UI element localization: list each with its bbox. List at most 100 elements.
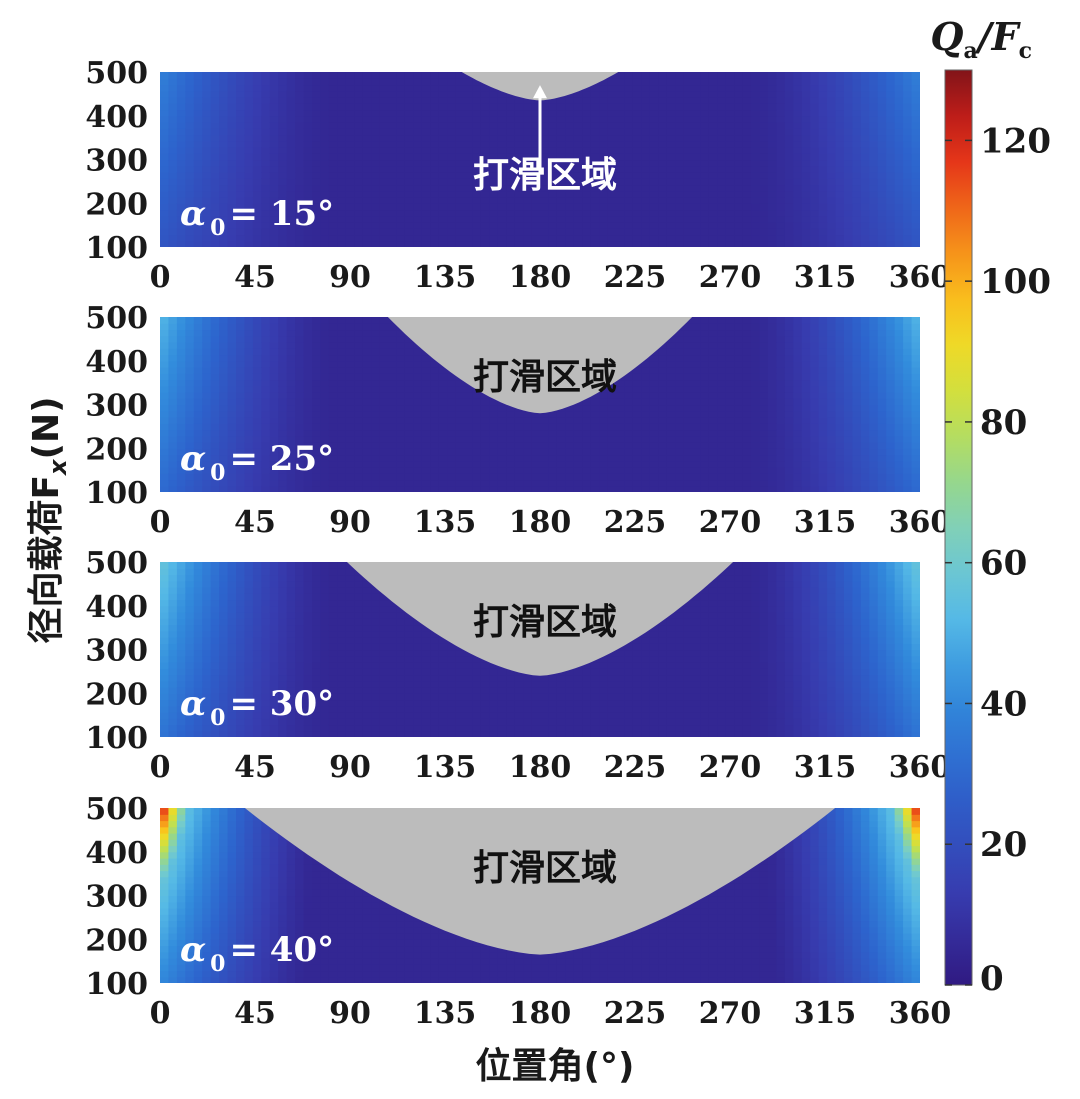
heatmap-cell — [523, 159, 533, 167]
heatmap-cell — [303, 78, 313, 86]
heatmap-cell — [286, 134, 296, 142]
y-tick-label: 100 — [85, 231, 148, 266]
heatmap-cell — [261, 222, 271, 229]
heatmap-cell — [345, 140, 355, 148]
heatmap-cell — [607, 240, 617, 247]
heatmap-cell — [666, 454, 676, 462]
heatmap-cell — [303, 184, 313, 192]
heatmap-cell — [193, 78, 203, 86]
heatmap-cell — [244, 184, 254, 192]
heatmap-cell — [202, 404, 212, 412]
heatmap-cell — [683, 147, 693, 154]
heatmap-cell — [396, 335, 406, 343]
heatmap-cell — [852, 128, 862, 136]
heatmap-cell — [160, 159, 170, 167]
heatmap-cell — [768, 209, 778, 217]
heatmap-cell — [751, 165, 761, 173]
heatmap-cell — [286, 115, 296, 123]
heatmap-cell — [295, 360, 305, 368]
heatmap-cell — [801, 410, 811, 418]
heatmap-cell — [708, 467, 718, 474]
heatmap-cell — [768, 184, 778, 192]
heatmap-cell — [464, 460, 474, 468]
heatmap-cell — [328, 172, 338, 179]
heatmap-cell — [548, 209, 558, 217]
heatmap-cell — [810, 147, 820, 154]
heatmap-cell — [810, 442, 820, 449]
heatmap-cell — [480, 190, 490, 198]
heatmap-cell — [734, 147, 744, 154]
heatmap-cell — [464, 78, 474, 86]
heatmap-cell — [236, 178, 246, 186]
heatmap-cell — [616, 240, 626, 247]
heatmap-cell — [236, 222, 246, 229]
heatmap-cell — [371, 109, 381, 117]
heatmap-cell — [236, 240, 246, 247]
heatmap-cell — [573, 473, 583, 481]
heatmap-cell — [489, 97, 499, 104]
heatmap-cell — [160, 228, 170, 236]
heatmap-cell — [717, 398, 727, 406]
heatmap-cell — [160, 90, 170, 98]
heatmap-cell — [700, 460, 710, 468]
heatmap-cell — [658, 454, 668, 462]
heatmap-cell — [717, 190, 727, 198]
heatmap-cell — [894, 140, 904, 148]
heatmap-cell — [261, 398, 271, 406]
heatmap-cell — [700, 379, 710, 387]
heatmap-cell — [345, 398, 355, 406]
heatmap-cell — [320, 404, 330, 412]
heatmap-cell — [692, 417, 702, 424]
heatmap-cell — [244, 147, 254, 154]
heatmap-cell — [835, 398, 845, 406]
heatmap-cell — [768, 153, 778, 161]
heatmap-cell — [295, 209, 305, 217]
heatmap-cell — [852, 159, 862, 167]
heatmap-cell — [278, 329, 288, 337]
heatmap-cell — [810, 392, 820, 399]
heatmap-cell — [573, 410, 583, 418]
heatmap-cell — [269, 454, 279, 462]
heatmap-cell — [354, 442, 364, 449]
heatmap-cell — [236, 360, 246, 368]
heatmap-cell — [751, 84, 761, 92]
heatmap-cell — [455, 485, 465, 492]
heatmap-cell — [345, 165, 355, 173]
heatmap-cell — [202, 373, 212, 381]
heatmap-cell — [252, 442, 262, 449]
heatmap-cell — [337, 398, 347, 406]
heatmap-cell — [371, 367, 381, 374]
heatmap-cell — [379, 329, 389, 337]
heatmap-cell — [413, 72, 423, 79]
heatmap-cell — [455, 228, 465, 236]
heatmap-cell — [894, 423, 904, 431]
heatmap-cell — [641, 240, 651, 247]
heatmap-cell — [269, 159, 279, 167]
heatmap-cell — [421, 165, 431, 173]
heatmap-cell — [852, 203, 862, 211]
heatmap-cell — [590, 172, 600, 179]
heatmap-cell — [886, 140, 896, 148]
heatmap-cell — [303, 317, 313, 324]
heatmap-cell — [202, 473, 212, 481]
heatmap-cell — [725, 373, 735, 381]
heatmap-cell — [565, 209, 575, 217]
heatmap-cell — [734, 72, 744, 79]
heatmap-cell — [565, 97, 575, 104]
heatmap-cell — [768, 448, 778, 456]
heatmap-cell — [489, 234, 499, 242]
heatmap-cell — [455, 115, 465, 123]
heatmap-cell — [396, 234, 406, 242]
heatmap-cell — [759, 410, 769, 418]
heatmap-cell — [252, 323, 262, 331]
heatmap-cell — [430, 128, 440, 136]
heatmap-cell — [202, 448, 212, 456]
heatmap-cell — [818, 159, 828, 167]
heatmap-cell — [269, 467, 279, 474]
heatmap-cell — [531, 215, 541, 223]
heatmap-cell — [590, 97, 600, 104]
heatmap-cell — [852, 454, 862, 462]
heatmap-cell — [295, 72, 305, 79]
heatmap-cell — [641, 423, 651, 431]
heatmap-cell — [506, 417, 516, 424]
